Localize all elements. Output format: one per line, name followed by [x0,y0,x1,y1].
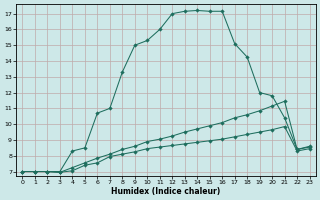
X-axis label: Humidex (Indice chaleur): Humidex (Indice chaleur) [111,187,221,196]
